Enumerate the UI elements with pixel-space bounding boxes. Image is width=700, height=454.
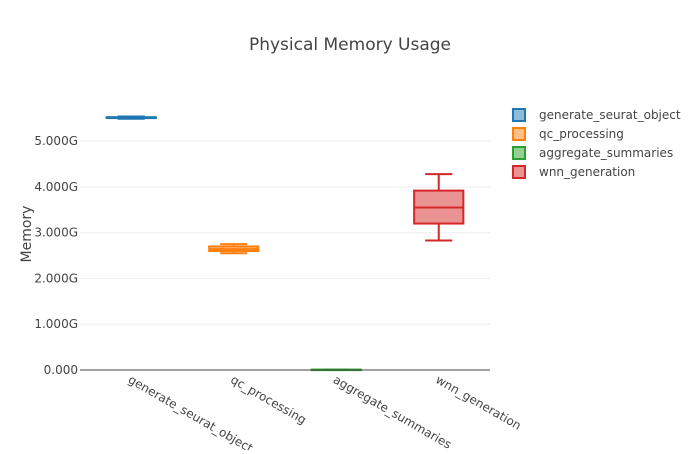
box-layer xyxy=(105,115,465,372)
legend-item-qc_processing[interactable]: qc_processing xyxy=(512,127,624,141)
legend-label: qc_processing xyxy=(539,127,624,141)
x-tick-label: wnn_generation xyxy=(433,372,523,432)
box-generate_seurat_object xyxy=(105,115,157,120)
y-tick-label: 1.000G xyxy=(34,317,78,331)
y-axis-title: Memory xyxy=(19,206,35,263)
legend-swatch xyxy=(512,108,526,122)
legend-item-aggregate_summaries[interactable]: aggregate_summaries xyxy=(512,146,673,160)
y-tick-label: 3.000G xyxy=(34,226,78,240)
y-tick-label: 4.000G xyxy=(34,180,78,194)
y-tick-label: 5.000G xyxy=(34,134,78,148)
legend-item-generate_seurat_object[interactable]: generate_seurat_object xyxy=(512,108,681,122)
x-tick-label: qc_processing xyxy=(228,372,309,427)
legend-label: generate_seurat_object xyxy=(539,108,681,122)
legend-item-wnn_generation[interactable]: wnn_generation xyxy=(512,165,635,179)
axis-layer: 0.0001.000G2.000G3.000G4.000G5.000Ggener… xyxy=(34,134,523,454)
legend-label: aggregate_summaries xyxy=(539,146,673,160)
legend-label: wnn_generation xyxy=(539,165,635,179)
y-tick-label: 2.000G xyxy=(34,271,78,285)
grid-layer xyxy=(80,140,490,325)
y-tick-label: 0.000 xyxy=(44,363,78,377)
chart-title: Physical Memory Usage xyxy=(249,35,451,55)
legend-swatch xyxy=(512,165,526,179)
box-qc_processing xyxy=(208,243,260,255)
legend[interactable]: generate_seurat_object qc_processingaggre… xyxy=(512,108,681,179)
box-wnn_generation xyxy=(413,173,465,242)
legend-swatch xyxy=(512,146,526,160)
legend-swatch xyxy=(512,127,526,141)
